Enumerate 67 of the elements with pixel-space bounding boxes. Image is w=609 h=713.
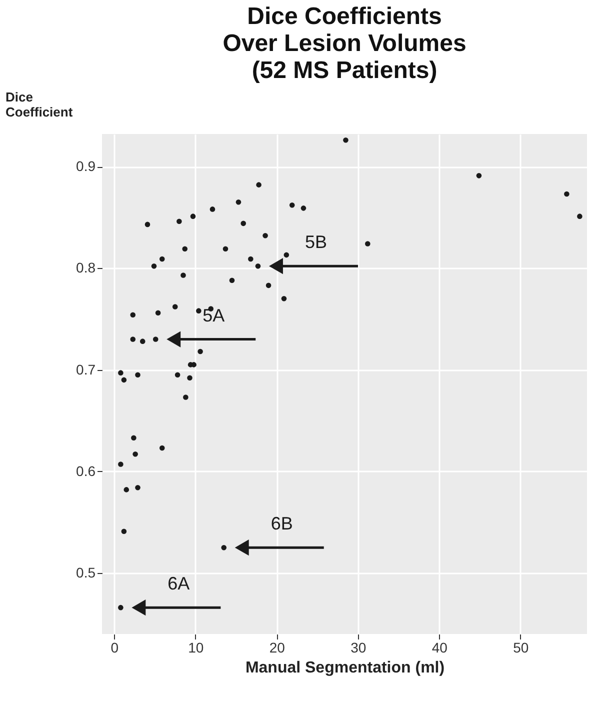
- point: [210, 206, 216, 212]
- point: [155, 310, 161, 316]
- point: [343, 137, 348, 143]
- x-tick-label: 40: [432, 640, 448, 656]
- point: [152, 336, 158, 342]
- point: [187, 375, 192, 381]
- annotation: 6B: [270, 514, 293, 534]
- point: [140, 338, 146, 344]
- point: [135, 372, 140, 378]
- point: [118, 604, 124, 610]
- point: [172, 304, 178, 310]
- annotation: 5A: [202, 305, 225, 326]
- y-tick-label: 0.8: [76, 260, 96, 276]
- point: [577, 214, 582, 219]
- point: [266, 282, 272, 288]
- point: [182, 246, 188, 252]
- point: [131, 435, 136, 441]
- point: [196, 308, 202, 314]
- point: [222, 246, 228, 252]
- y-axis-title: Dice Coefficient: [6, 90, 74, 120]
- point: [262, 232, 268, 238]
- point: [564, 191, 570, 197]
- point: [135, 485, 140, 490]
- point: [476, 173, 482, 178]
- point: [284, 252, 290, 258]
- point: [176, 218, 182, 224]
- point: [118, 370, 124, 376]
- x-tick-label: 50: [513, 640, 529, 656]
- x-tick-label: 10: [188, 640, 204, 656]
- point: [256, 182, 262, 188]
- point: [236, 199, 242, 205]
- point: [118, 462, 124, 467]
- point: [121, 377, 127, 383]
- point: [180, 272, 186, 278]
- x-axis-title: Manual Segmentation (ml): [245, 660, 445, 676]
- point: [240, 220, 246, 226]
- point: [198, 348, 203, 354]
- point: [130, 312, 136, 318]
- point: [121, 528, 127, 534]
- annotation: 5B: [304, 232, 327, 252]
- point: [255, 263, 261, 269]
- point: [300, 206, 306, 211]
- point: [248, 256, 254, 262]
- x-tick-label: 0: [110, 640, 119, 656]
- point: [124, 487, 130, 492]
- point: [281, 296, 287, 302]
- point: [229, 278, 235, 283]
- point: [190, 214, 196, 219]
- point: [289, 202, 295, 208]
- y-tick-label: 0.9: [76, 158, 96, 174]
- y-tick-label: 0.6: [76, 462, 96, 479]
- point: [130, 336, 136, 342]
- chart-title: Dice Coefficients Over Lesion Volumes (52 MS Patients): [222, 3, 466, 84]
- x-tick-label: 20: [269, 640, 286, 656]
- y-tick-label: 0.5: [76, 564, 96, 581]
- x-tick-label: 30: [350, 640, 366, 656]
- point: [151, 263, 157, 269]
- point: [159, 256, 165, 262]
- point: [132, 451, 138, 457]
- point: [144, 222, 150, 228]
- y-tick-label: 0.7: [76, 361, 96, 378]
- point: [174, 372, 180, 378]
- point: [365, 241, 370, 246]
- point: [159, 445, 165, 451]
- point: [183, 394, 188, 400]
- annotation: 6A: [168, 574, 190, 594]
- point: [221, 544, 227, 550]
